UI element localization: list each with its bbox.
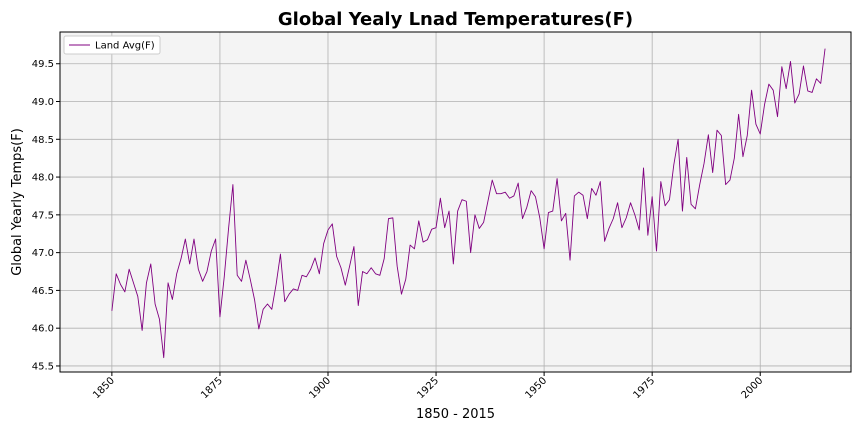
x-tick-label: 1975 [632, 375, 658, 401]
legend: Land Avg(F) [63, 35, 161, 55]
y-tick-label: 47.5 [32, 210, 54, 221]
series-layer [111, 48, 826, 359]
y-tick-label: 46.0 [32, 324, 54, 335]
plot-background [60, 32, 851, 372]
y-tick-label: 48.5 [32, 135, 54, 146]
y-tick-label: 46.5 [32, 286, 54, 297]
series-line-land-avg [111, 48, 826, 359]
y-tick-label: 47.0 [32, 248, 54, 259]
x-tick-label: 1925 [415, 375, 441, 401]
y-tick-label: 45.5 [32, 361, 54, 372]
y-tick-label: 48.0 [32, 173, 54, 184]
x-tick-label: 1850 [91, 375, 117, 401]
y-tick-label: 49.5 [32, 59, 54, 70]
x-tick-label: 2000 [740, 375, 766, 401]
plot-frame [59, 31, 852, 373]
x-tick-label: 1875 [199, 375, 225, 401]
x-tick-label: 1900 [307, 375, 333, 401]
chart-title: Global Yealy Lnad Temperatures(F) [278, 9, 633, 30]
legend-label-land-avg: Land Avg(F) [95, 41, 155, 52]
legend-box [63, 35, 161, 55]
x-tick-label: 1950 [523, 375, 549, 401]
y-axis-label: Global Yearly Temps(F) [10, 128, 25, 276]
x-axis-label: 1850 - 2015 [416, 407, 495, 422]
y-tick-label: 49.0 [32, 97, 54, 108]
